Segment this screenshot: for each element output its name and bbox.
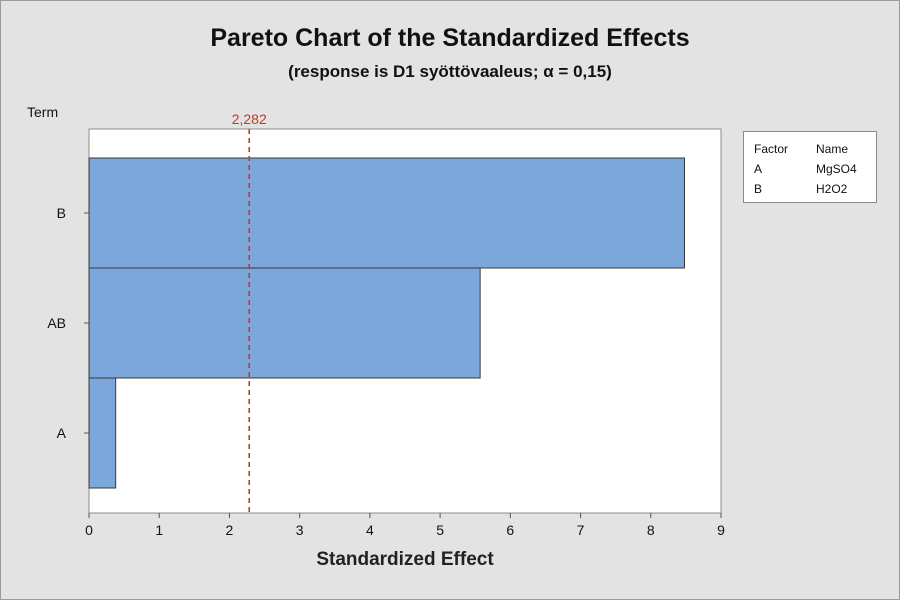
- x-tick-label: 9: [717, 522, 725, 538]
- x-tick-label: 5: [436, 522, 444, 538]
- legend-factor: A: [754, 162, 763, 176]
- x-tick-label: 0: [85, 522, 93, 538]
- legend: Factor Name A MgSO4 B H2O2: [743, 131, 877, 203]
- reference-line-label: 2,282: [232, 111, 267, 127]
- legend-header-factor: Factor: [754, 142, 789, 156]
- bar: [88, 157, 685, 269]
- legend-header-row: Factor Name: [754, 140, 876, 160]
- x-tick-label: 4: [366, 522, 374, 538]
- bar: [88, 377, 117, 489]
- legend-name: MgSO4: [816, 162, 857, 176]
- legend-row: A MgSO4: [754, 160, 876, 180]
- y-tick-label: B: [57, 205, 66, 221]
- x-tick-label: 6: [506, 522, 514, 538]
- legend-factor: B: [754, 182, 763, 196]
- x-tick-label: 8: [647, 522, 655, 538]
- y-axis-label: Term: [27, 104, 59, 120]
- x-tick-label: 2: [226, 522, 234, 538]
- x-tick-label: 7: [577, 522, 585, 538]
- y-tick-label: A: [57, 425, 67, 441]
- chart-subtitle: (response is D1 syöttövaaleus; α = 0,15): [288, 62, 612, 81]
- y-tick-label: AB: [47, 315, 66, 331]
- bar: [88, 267, 481, 379]
- x-axis-label: Standardized Effect: [316, 549, 494, 570]
- legend-name: H2O2: [816, 182, 848, 196]
- x-tick-label: 1: [155, 522, 163, 538]
- legend-row: B H2O2: [754, 180, 876, 200]
- x-tick-label: 3: [296, 522, 304, 538]
- chart-title: Pareto Chart of the Standardized Effects: [210, 24, 690, 52]
- legend-header-name: Name: [816, 142, 849, 156]
